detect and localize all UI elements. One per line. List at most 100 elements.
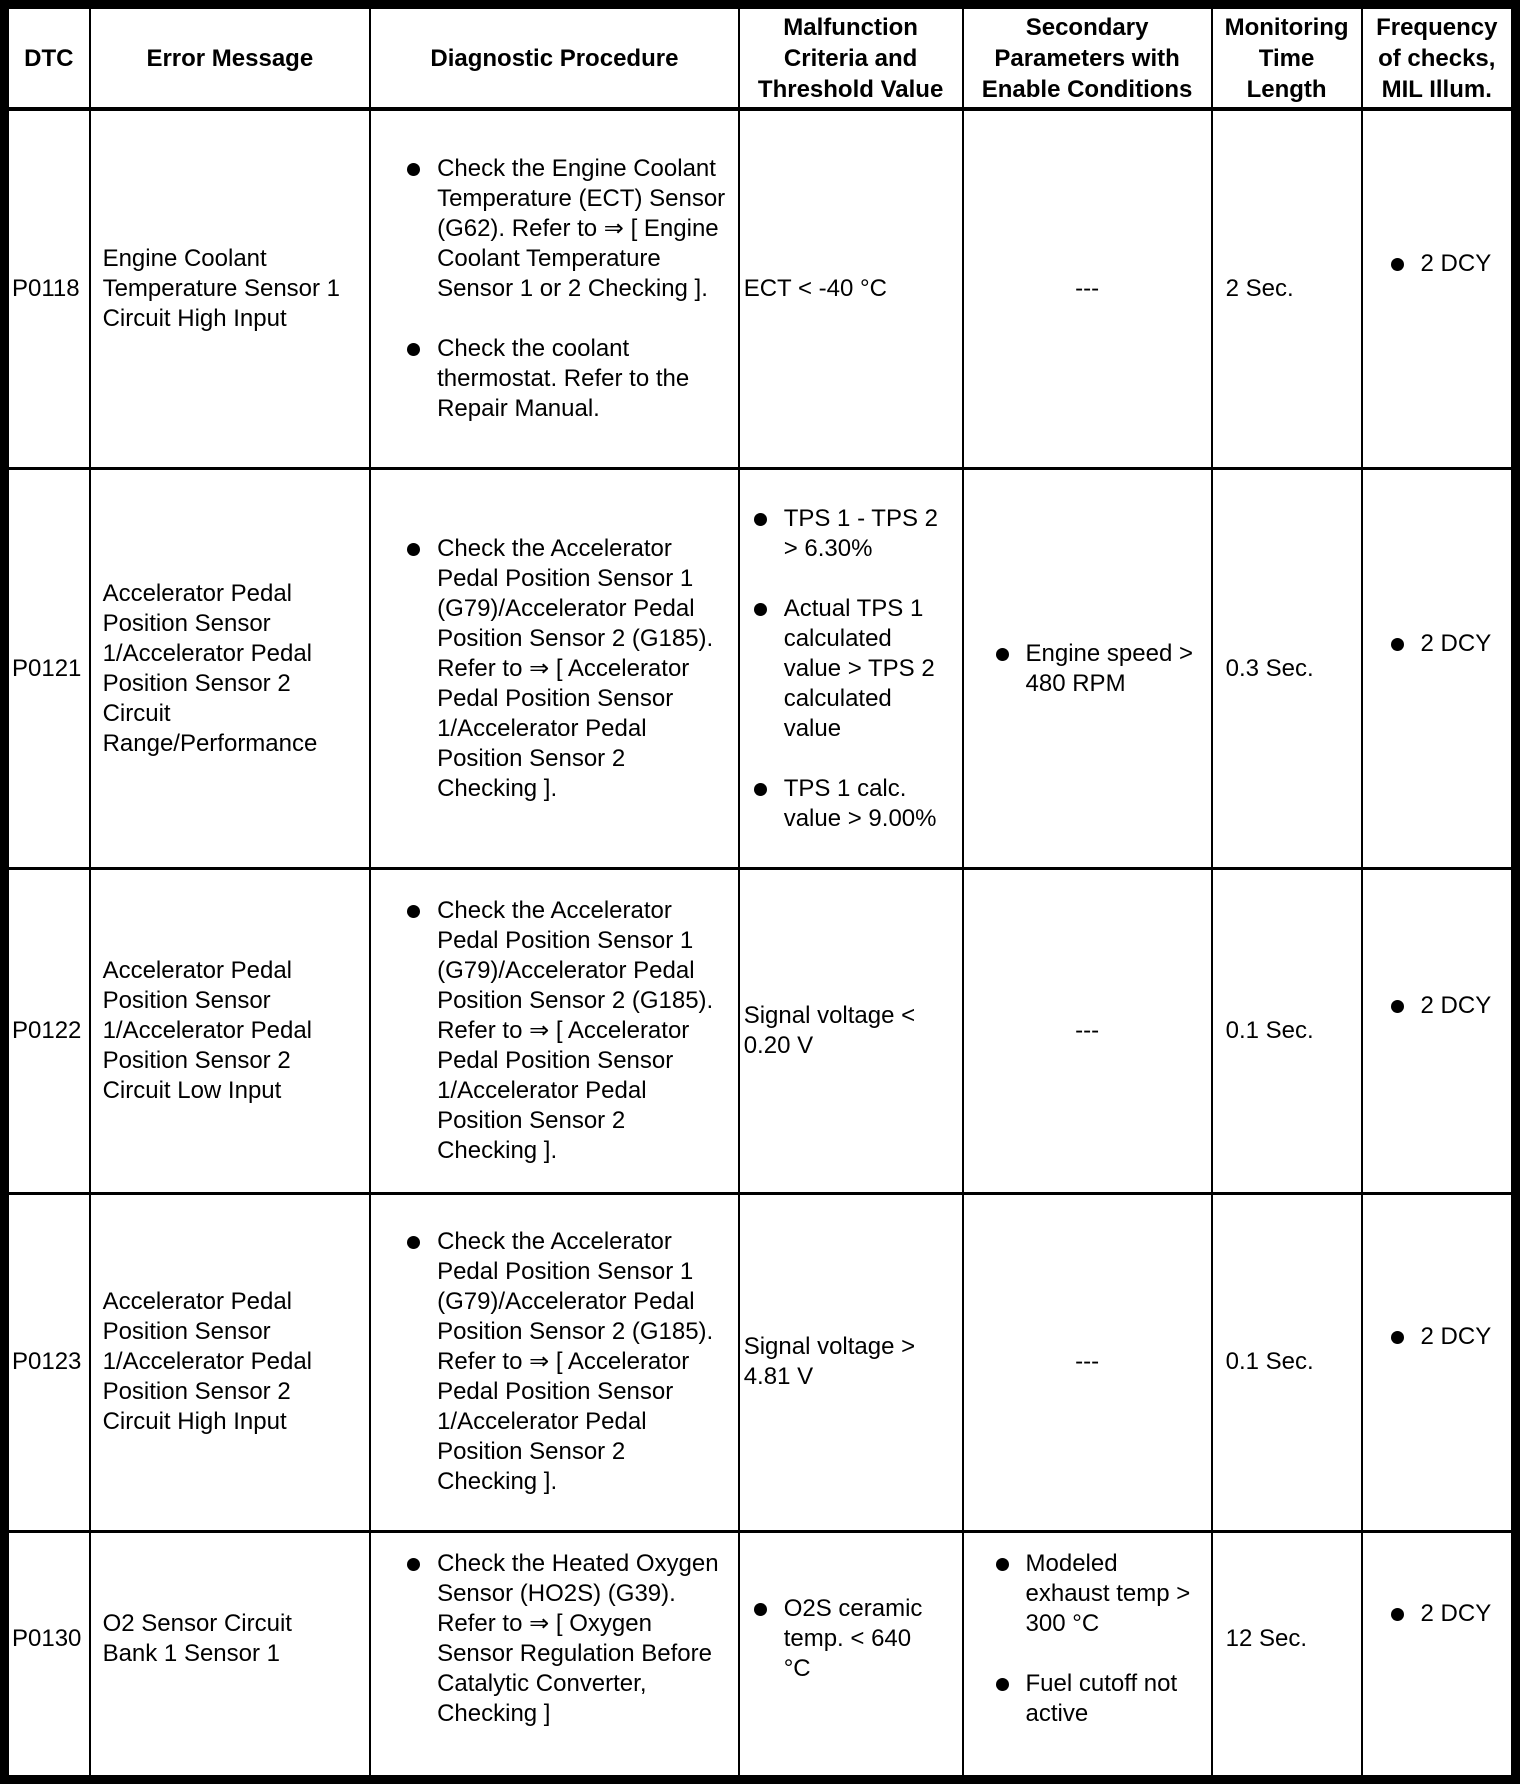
frequency-cell: 2 DCY — [1360, 866, 1517, 1196]
frequency-text: 2 DCY — [1420, 992, 1492, 1020]
bullet-icon — [753, 782, 767, 796]
column-header-malfunction-criteria: Malfunction Criteria and Threshold Value — [737, 3, 964, 112]
list-item: Fuel cutoff not active — [995, 1669, 1210, 1729]
bullet-icon — [407, 163, 421, 177]
monitoring-time-cell: 0.3 Sec. — [1210, 467, 1363, 870]
column-header-frequency: Frequency of checks, MIL Illum. — [1360, 3, 1517, 112]
monitoring-time-text: 12 Sec. — [1225, 1624, 1308, 1652]
bullet-icon — [1390, 1607, 1404, 1621]
dtc-code: P0118 — [12, 275, 80, 303]
list-item: Modeled exhaust temp > 300 °C — [995, 1549, 1210, 1639]
malfunction-criteria-cell: Signal voltage > 4.81 V — [737, 1192, 964, 1533]
header-row: DTC Error Message Diagnostic Procedure M… — [3, 3, 1517, 112]
error-message-cell: Accelerator Pedal Position Sensor 1/⁠Acc… — [88, 467, 372, 870]
secondary-parameters-text: Fuel cutoff not active — [1025, 1669, 1178, 1727]
frequency-cell: 2 DCY — [1360, 107, 1517, 471]
dtc-code: P0121 — [12, 654, 82, 682]
dtc-code: P0122 — [12, 1017, 82, 1045]
list-item: 2 DCY — [1390, 1322, 1511, 1352]
malfunction-criteria-text: O2S ceramic temp. < 640 °C — [783, 1594, 923, 1682]
malfunction-criteria-text: TPS 1 - TPS 2 > 6.30% — [783, 504, 938, 562]
diagnostic-step: Check the coolant thermostat. Refer to t… — [437, 335, 690, 423]
list-item: Check the Accelerator Pedal Position Sen… — [407, 534, 732, 804]
list-item: TPS 1 - TPS 2 > 6.30% — [753, 504, 961, 564]
column-header-monitoring-time: Monitoring Time Length — [1210, 3, 1363, 112]
error-message-text: Accelerator Pedal Position Sensor 1/⁠Acc… — [102, 1288, 313, 1436]
list-item: Check the Heated Oxygen Sensor (HO2S) (G… — [407, 1549, 732, 1729]
bullet-icon — [1390, 637, 1404, 651]
column-header-diagnostic-procedure: Diagnostic Procedure — [369, 3, 740, 112]
dtc-cell: P0130 — [3, 1529, 91, 1781]
bullet-icon — [753, 512, 767, 526]
monitoring-time-text: 0.1 Sec. — [1225, 1017, 1314, 1045]
diagnostic-step: Check the Accelerator Pedal Position Sen… — [437, 534, 714, 802]
list-item: 2 DCY — [1390, 1599, 1511, 1629]
table-row: P0130 O2 Sensor Circuit Bank 1 Sensor 1 … — [3, 1529, 1517, 1781]
secondary-parameters-text: Modeled exhaust temp > 300 °C — [1025, 1549, 1191, 1637]
error-message-text: Accelerator Pedal Position Sensor 1/⁠Acc… — [102, 957, 313, 1105]
dtc-cell: P0118 — [3, 107, 91, 471]
bullet-icon — [407, 905, 421, 919]
dtc-code: P0123 — [12, 1348, 82, 1376]
bullet-icon — [995, 647, 1009, 661]
malfunction-criteria-cell: O2S ceramic temp. < 640 °C — [737, 1529, 964, 1781]
malfunction-criteria-text: TPS 1 calc. value > 9.00% — [783, 774, 937, 832]
error-message-cell: Engine Coolant Temperature Sensor 1 Circ… — [88, 107, 372, 471]
list-item: Check the Engine Coolant Temperature (EC… — [407, 154, 732, 304]
list-item: 2 DCY — [1390, 991, 1511, 1021]
frequency-cell: 2 DCY — [1360, 1192, 1517, 1533]
monitoring-time-cell: 12 Sec. — [1210, 1529, 1363, 1781]
error-message-cell: Accelerator Pedal Position Sensor 1/⁠Acc… — [88, 866, 372, 1196]
frequency-cell: 2 DCY — [1360, 467, 1517, 870]
bullet-icon — [407, 343, 421, 357]
bullet-icon — [753, 1602, 767, 1616]
list-item: 2 DCY — [1390, 249, 1511, 279]
bullet-icon — [407, 542, 421, 556]
secondary-parameters-text: Engine speed > 480 RPM — [1025, 639, 1193, 697]
diagnostic-procedure-cell: Check the Accelerator Pedal Position Sen… — [369, 467, 740, 870]
dtc-cell: P0122 — [3, 866, 91, 1196]
table-row: P0123 Accelerator Pedal Position Sensor … — [3, 1192, 1517, 1533]
malfunction-criteria-cell: Signal voltage < 0.20 V — [737, 866, 964, 1196]
malfunction-criteria-text: Signal voltage > 4.81 V — [743, 1333, 916, 1391]
monitoring-time-text: 0.1 Sec. — [1225, 1348, 1314, 1376]
secondary-parameters-cell: Engine speed > 480 RPM — [961, 467, 1213, 870]
column-header-error-message: Error Message — [88, 3, 372, 112]
dtc-code: P0130 — [12, 1624, 82, 1652]
list-item: 2 DCY — [1390, 629, 1511, 659]
frequency-cell: 2 DCY — [1360, 1529, 1517, 1781]
dtc-cell: P0121 — [3, 467, 91, 870]
frequency-text: 2 DCY — [1420, 1599, 1492, 1627]
frequency-text: 2 DCY — [1420, 250, 1492, 278]
monitoring-time-cell: 0.1 Sec. — [1210, 866, 1363, 1196]
diagnostic-procedure-cell: Check the Accelerator Pedal Position Sen… — [369, 866, 740, 1196]
diagnostic-procedure-cell: Check the Heated Oxygen Sensor (HO2S) (G… — [369, 1529, 740, 1781]
frequency-text: 2 DCY — [1420, 629, 1492, 657]
column-header-dtc: DTC — [3, 3, 91, 112]
diagnostic-step: Check the Heated Oxygen Sensor (HO2S) (G… — [437, 1549, 719, 1727]
error-message-cell: O2 Sensor Circuit Bank 1 Sensor 1 — [88, 1529, 372, 1781]
table-row: P0121 Accelerator Pedal Position Sensor … — [3, 467, 1517, 870]
bullet-icon — [995, 1557, 1009, 1571]
column-header-secondary-parameters: Secondary Parameters with Enable Conditi… — [961, 3, 1213, 112]
bullet-icon — [1390, 1000, 1404, 1014]
bullet-icon — [407, 1557, 421, 1571]
error-message-text: Engine Coolant Temperature Sensor 1 Circ… — [102, 245, 341, 333]
secondary-parameters-text: --- — [1075, 1017, 1100, 1045]
malfunction-criteria-text: Actual TPS 1 calculated value > TPS 2 ca… — [783, 594, 935, 742]
malfunction-criteria-cell: ECT < -40 °C — [737, 107, 964, 471]
monitoring-time-text: 0.3 Sec. — [1225, 654, 1314, 682]
malfunction-criteria-cell: TPS 1 - TPS 2 > 6.30% Actual TPS 1 calcu… — [737, 467, 964, 870]
diagnostic-step: Check the Engine Coolant Temperature (EC… — [437, 155, 726, 303]
list-item: Check the coolant thermostat. Refer to t… — [407, 334, 732, 424]
list-item: Check the Accelerator Pedal Position Sen… — [407, 1227, 732, 1497]
secondary-parameters-cell: --- — [961, 866, 1213, 1196]
list-item: TPS 1 calc. value > 9.00% — [753, 774, 961, 834]
error-message-text: Accelerator Pedal Position Sensor 1/⁠Acc… — [102, 579, 318, 757]
secondary-parameters-text: --- — [1075, 275, 1100, 303]
monitoring-time-cell: 2 Sec. — [1210, 107, 1363, 471]
bullet-icon — [753, 602, 767, 616]
monitoring-time-text: 2 Sec. — [1225, 275, 1294, 303]
